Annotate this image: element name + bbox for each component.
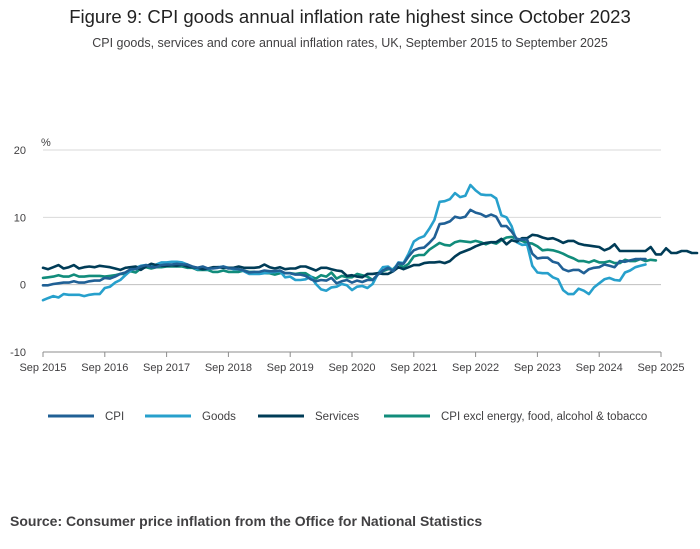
y-tick-label: -10 xyxy=(10,347,26,359)
chart-subtitle: CPI goods, services and core annual infl… xyxy=(92,36,608,50)
x-tick-label: Sep 2015 xyxy=(19,362,66,374)
series-line-services xyxy=(41,233,699,279)
y-tick-label: 20 xyxy=(14,145,26,157)
x-tick-label: Sep 2023 xyxy=(514,362,561,374)
y-axis-unit-label: % xyxy=(41,137,51,149)
x-tick-label: Sep 2025 xyxy=(637,362,684,374)
legend-label-services: Services xyxy=(315,411,359,423)
y-tick-label: 10 xyxy=(14,212,26,224)
x-tick-label: Sep 2016 xyxy=(81,362,128,374)
chart-title: Figure 9: CPI goods annual inflation rat… xyxy=(69,6,631,27)
x-tick-label: Sep 2020 xyxy=(328,362,375,374)
source-note: Source: Consumer price inflation from th… xyxy=(10,513,483,529)
x-tick-label: Sep 2019 xyxy=(267,362,314,374)
legend-label-goods: Goods xyxy=(202,411,236,423)
x-tick-label: Sep 2021 xyxy=(390,362,437,374)
legend-label-core: CPI excl energy, food, alcohol & tobacco xyxy=(441,411,647,423)
x-tick-label: Sep 2018 xyxy=(205,362,252,374)
y-tick-label: 0 xyxy=(20,280,26,292)
legend-label-cpi: CPI xyxy=(105,411,124,423)
series-line-goods xyxy=(41,183,647,302)
x-tick-label: Sep 2017 xyxy=(143,362,190,374)
x-tick-label: Sep 2022 xyxy=(452,362,499,374)
series-line-cpi xyxy=(41,208,647,287)
x-tick-label: Sep 2024 xyxy=(576,362,623,374)
